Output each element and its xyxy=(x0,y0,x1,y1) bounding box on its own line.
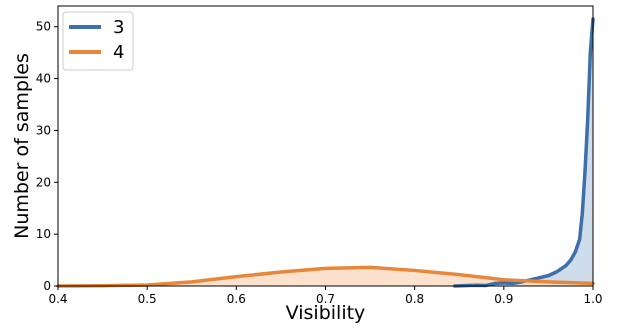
y-tick-label: 0 xyxy=(43,279,51,293)
series-lines xyxy=(56,17,595,288)
legend-label-series-3: 3 xyxy=(113,17,124,38)
area-fill-series-3 xyxy=(454,18,593,287)
line-series-4 xyxy=(56,265,595,288)
legend-label-series-4: 4 xyxy=(113,42,124,63)
x-tick-label: 0.7 xyxy=(316,292,335,306)
legend: 3 4 xyxy=(62,11,134,71)
x-tick-label: 0.5 xyxy=(138,292,157,306)
y-axis-label: Number of samples xyxy=(11,53,33,239)
y-tick-label: 30 xyxy=(36,123,51,137)
y-tick-label: 10 xyxy=(36,227,51,241)
y-tick-label: 50 xyxy=(36,20,51,34)
y-tick-label: 40 xyxy=(36,72,51,86)
x-tick-label: 0.6 xyxy=(227,292,246,306)
x-axis-label: Visibility xyxy=(286,302,366,324)
x-tick-label: 0.4 xyxy=(48,292,67,306)
x-axis-ticks: 0.4 0.5 0.6 0.7 0.8 0.9 1.0 xyxy=(48,286,603,306)
area-fill-series-4 xyxy=(58,267,593,286)
x-tick-label: 1.0 xyxy=(583,292,602,306)
y-axis-ticks: 0 10 20 30 40 50 xyxy=(36,20,58,293)
x-tick-label: 0.8 xyxy=(405,292,424,306)
plot-frame xyxy=(57,5,594,287)
x-tick-label: 0.9 xyxy=(494,292,513,306)
line-series-3 xyxy=(453,17,595,288)
series-fills xyxy=(58,18,593,287)
y-tick-label: 20 xyxy=(36,175,51,189)
